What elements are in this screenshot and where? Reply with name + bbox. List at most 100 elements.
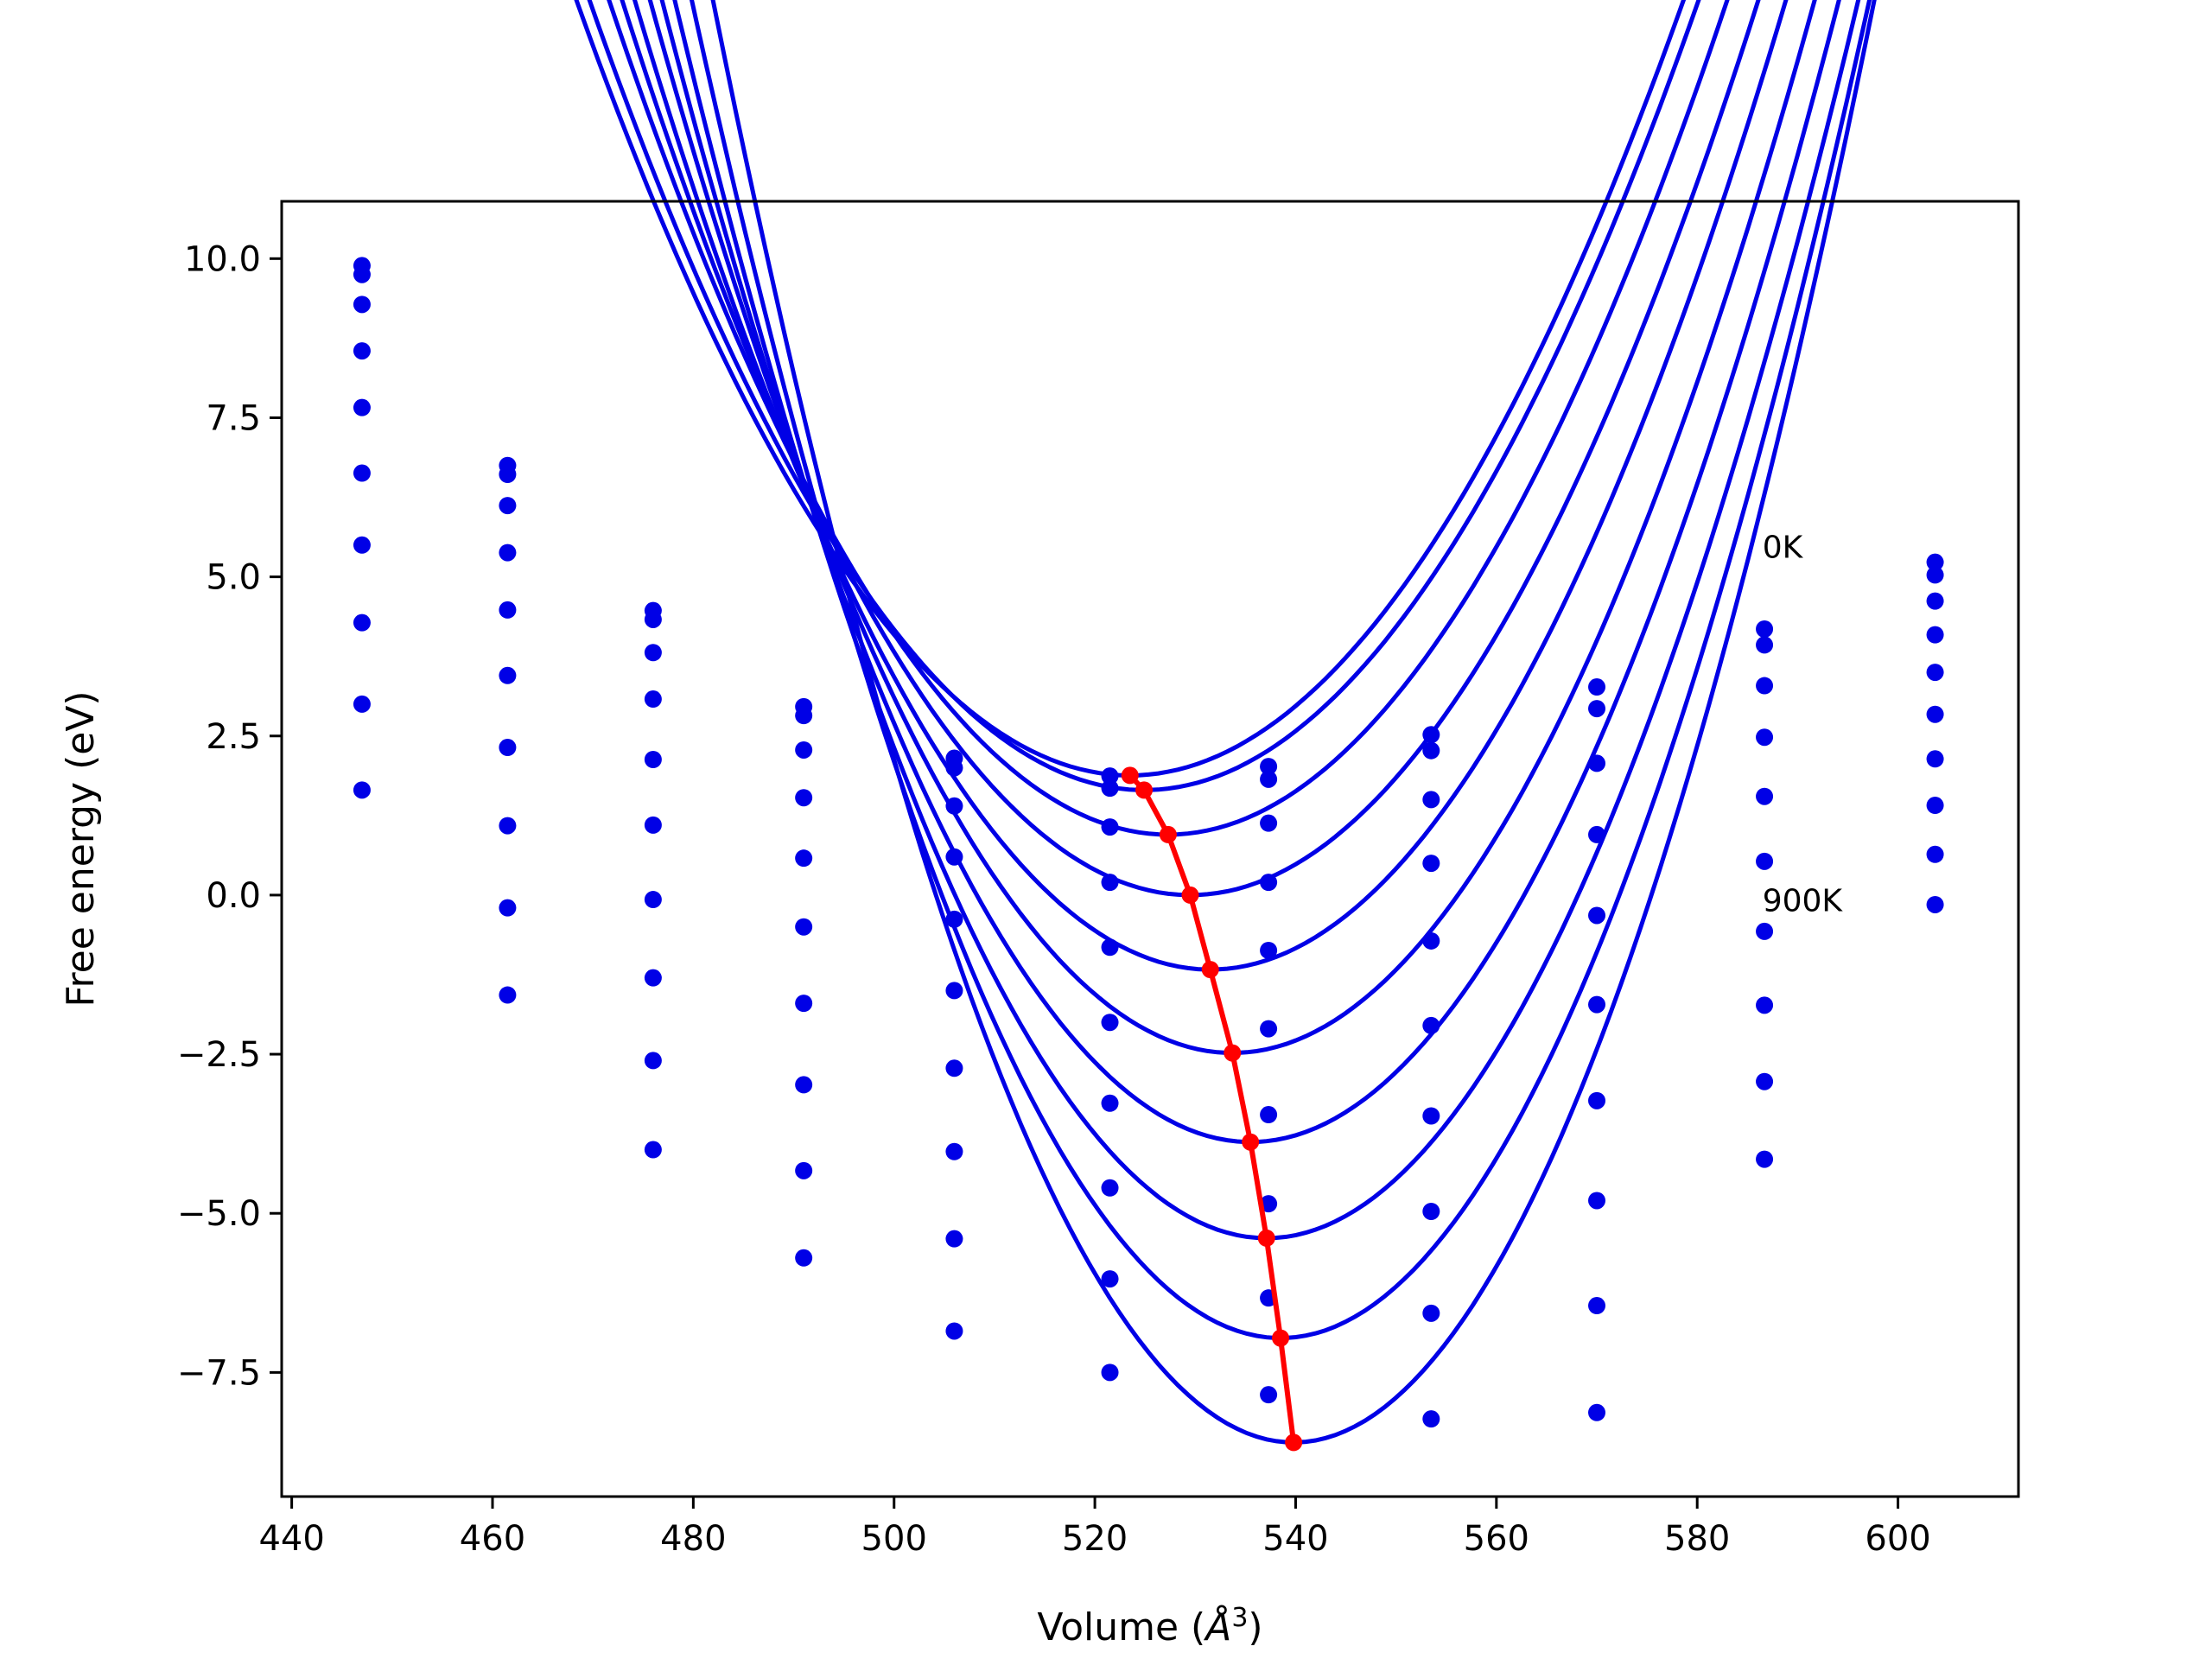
data-point-s8-1 bbox=[353, 613, 371, 632]
data-point-s4-7 bbox=[1260, 874, 1278, 892]
minima-point-2 bbox=[1135, 781, 1154, 799]
data-point-s7-4 bbox=[795, 995, 813, 1013]
y-axis-label: Free energy (eV) bbox=[59, 690, 103, 1007]
data-point-s10-1 bbox=[353, 781, 371, 799]
data-point-s8-11 bbox=[1926, 797, 1944, 815]
data-point-s6-3 bbox=[644, 816, 662, 834]
data-point-s5-3 bbox=[644, 751, 662, 769]
data-point-s4-9 bbox=[1588, 825, 1606, 843]
data-point-s2-3 bbox=[644, 610, 662, 628]
data-point-s6-5 bbox=[945, 982, 963, 1000]
data-point-s5-9 bbox=[1588, 906, 1606, 925]
x-tick-label-600: 600 bbox=[1865, 1519, 1930, 1559]
data-point-s3-6 bbox=[1101, 818, 1119, 836]
y-tick-label-7: −7.5 bbox=[177, 1353, 261, 1393]
data-point-s5-8 bbox=[1422, 931, 1440, 950]
minima-point-4 bbox=[1181, 886, 1199, 904]
x-axis-ticks: 440 460 480 500 520 540 560 580 600 bbox=[258, 1497, 1931, 1559]
data-point-s4-2 bbox=[499, 543, 517, 562]
data-point-s8-9 bbox=[1588, 1192, 1606, 1210]
data-point-s4-1 bbox=[353, 342, 371, 360]
data-point-s2-4 bbox=[795, 707, 813, 725]
data-point-s10-7 bbox=[1260, 1386, 1278, 1404]
data-point-s6-6 bbox=[1101, 1014, 1119, 1032]
x-tick-label-580: 580 bbox=[1664, 1519, 1730, 1559]
data-point-s8-8 bbox=[1422, 1202, 1440, 1220]
x-tick-label-540: 540 bbox=[1262, 1519, 1328, 1559]
data-point-s5-7 bbox=[1260, 941, 1278, 959]
data-point-s9-10 bbox=[1756, 1072, 1774, 1090]
fit-curve-1 bbox=[574, 0, 1687, 778]
data-point-s7-6 bbox=[1101, 1094, 1119, 1112]
data-point-s8-10 bbox=[1756, 996, 1774, 1014]
data-point-s9-8 bbox=[1422, 1304, 1440, 1322]
data-point-s10-11 bbox=[1926, 895, 1944, 913]
x-tick-label-560: 560 bbox=[1464, 1519, 1529, 1559]
data-point-s7-10 bbox=[1756, 922, 1774, 940]
data-point-s3-5 bbox=[945, 797, 963, 815]
y-tick-label-4: 0.0 bbox=[206, 876, 261, 916]
data-point-s2-8 bbox=[1422, 741, 1440, 760]
x-axis-label: Volume (Å3) bbox=[1037, 1603, 1262, 1649]
data-point-s1-8 bbox=[1422, 726, 1440, 744]
data-point-s2-2 bbox=[499, 466, 517, 484]
x-tick-label-480: 480 bbox=[660, 1519, 726, 1559]
minima-point-9 bbox=[1272, 1329, 1290, 1347]
minima-point-3 bbox=[1159, 825, 1177, 843]
data-point-s10-8 bbox=[1422, 1410, 1440, 1428]
data-point-s5-4 bbox=[795, 849, 813, 868]
data-point-s2-5 bbox=[945, 759, 963, 777]
data-point-s1-10 bbox=[1756, 620, 1774, 639]
data-point-s2-1 bbox=[353, 265, 371, 283]
data-point-s7-7 bbox=[1260, 1106, 1278, 1124]
data-point-s9-6 bbox=[1101, 1270, 1119, 1288]
data-point-s9-9 bbox=[1588, 1297, 1606, 1315]
data-point-s3-1 bbox=[353, 296, 371, 314]
data-point-s7-1 bbox=[353, 536, 371, 554]
data-point-s5-2 bbox=[499, 601, 517, 619]
data-point-s9-1 bbox=[353, 695, 371, 713]
data-points bbox=[353, 257, 1944, 1428]
data-point-s2-10 bbox=[1756, 636, 1774, 654]
minima-point-7 bbox=[1242, 1133, 1260, 1151]
minima-curve bbox=[1121, 766, 1303, 1452]
data-point-s8-3 bbox=[644, 969, 662, 987]
data-point-s10-5 bbox=[945, 1322, 963, 1340]
minima-line bbox=[1128, 773, 1297, 1443]
data-point-s6-1 bbox=[353, 464, 371, 482]
data-point-s8-2 bbox=[499, 817, 517, 835]
data-point-s7-3 bbox=[644, 891, 662, 909]
data-point-s4-10 bbox=[1756, 728, 1774, 747]
data-point-s7-9 bbox=[1588, 1091, 1606, 1109]
annotation-1: 0K bbox=[1763, 531, 1804, 566]
fit-curve-4 bbox=[620, 0, 1761, 898]
minima-point-10 bbox=[1285, 1433, 1303, 1452]
data-point-s7-2 bbox=[499, 739, 517, 757]
data-point-s5-1 bbox=[353, 398, 371, 416]
minima-point-5 bbox=[1201, 961, 1219, 979]
data-point-s7-5 bbox=[945, 1059, 963, 1077]
data-point-s9-11 bbox=[1926, 845, 1944, 863]
data-point-s8-6 bbox=[1101, 1179, 1119, 1197]
annotation-2: 900K bbox=[1763, 883, 1844, 918]
data-point-s9-4 bbox=[795, 1161, 813, 1179]
data-point-s10-3 bbox=[644, 1141, 662, 1159]
data-point-s4-5 bbox=[945, 848, 963, 866]
data-point-s1-9 bbox=[1588, 678, 1606, 696]
data-point-s9-5 bbox=[945, 1230, 963, 1248]
minima-point-1 bbox=[1121, 766, 1139, 785]
x-tick-label-520: 520 bbox=[1062, 1519, 1128, 1559]
data-point-s6-10 bbox=[1756, 852, 1774, 870]
data-point-s3-10 bbox=[1756, 677, 1774, 695]
fit-curve-7 bbox=[659, 0, 1841, 1145]
data-point-s7-11 bbox=[1926, 750, 1944, 768]
y-tick-label-5: −2.5 bbox=[177, 1035, 261, 1075]
fit-curve-5 bbox=[632, 0, 1789, 972]
y-axis-ticks: 10.0 7.5 5.0 2.5 0.0 −2.5 −5.0 −7.5 bbox=[177, 239, 282, 1393]
minima-point-6 bbox=[1224, 1044, 1242, 1062]
data-point-s3-8 bbox=[1422, 791, 1440, 809]
data-point-s4-11 bbox=[1926, 626, 1944, 644]
data-point-s3-11 bbox=[1926, 592, 1944, 610]
data-point-s3-4 bbox=[795, 741, 813, 759]
data-point-s2-11 bbox=[1926, 566, 1944, 584]
